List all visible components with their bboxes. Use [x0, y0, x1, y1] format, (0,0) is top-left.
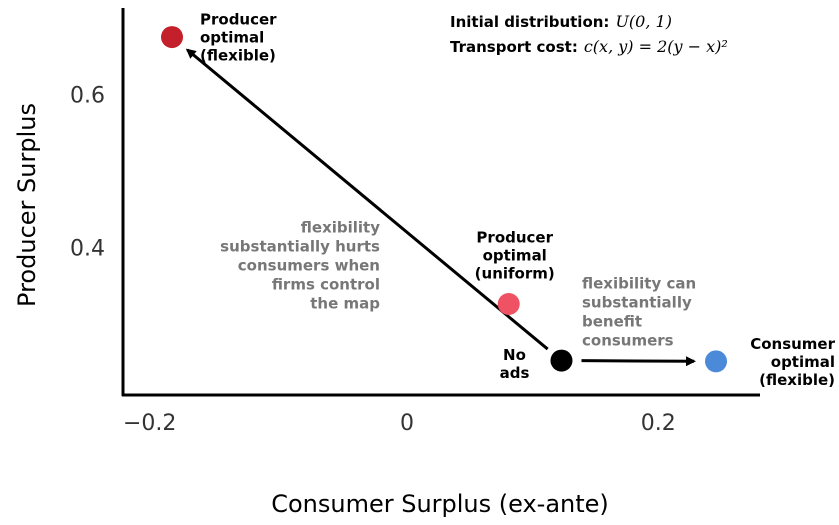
- point-label: (flexible): [200, 47, 276, 65]
- annotation: benefit: [582, 313, 642, 331]
- annotation: substantially: [582, 294, 692, 312]
- point: [497, 292, 520, 315]
- point-label: (uniform): [475, 264, 555, 282]
- info-text: Initial distribution: U(0, 1): [450, 12, 672, 31]
- point-label: (flexible): [759, 371, 835, 389]
- x-tick-label: 0: [400, 411, 414, 436]
- point-label: optimal: [483, 246, 547, 264]
- point-label: Consumer: [750, 335, 835, 353]
- annotation: flexibility can: [582, 275, 696, 293]
- point-label: optimal: [200, 29, 264, 47]
- y-axis-label: Producer Surplus: [13, 103, 41, 307]
- arrow: [185, 48, 549, 351]
- info-formula: U(0, 1): [615, 12, 672, 31]
- info-text: Transport cost: c(x, y) = 2(y − x)²: [450, 37, 728, 56]
- point-label: No: [503, 346, 526, 364]
- annotation: firms control: [272, 276, 380, 294]
- annotation: consumers: [582, 332, 674, 350]
- x-tick-label: 0.2: [641, 411, 676, 436]
- point: [550, 349, 573, 372]
- info-label: Transport cost:: [450, 38, 578, 56]
- annotation: flexibility: [301, 219, 380, 237]
- y-tick-label: 0.6: [70, 84, 105, 109]
- annotation: the map: [310, 295, 380, 313]
- point-label: ads: [500, 364, 530, 382]
- point: [705, 350, 728, 373]
- arrow: [581, 356, 697, 367]
- x-axis-label: Consumer Surplus (ex-ante): [271, 490, 609, 518]
- point: [161, 26, 183, 49]
- annotation: substantially hurts: [220, 238, 380, 256]
- point-label: Producer: [200, 11, 277, 29]
- y-tick-label: 0.4: [70, 237, 105, 262]
- point-label: Producer: [476, 228, 553, 246]
- point-label: optimal: [771, 353, 835, 371]
- info-formula: c(x, y) = 2(y − x)²: [584, 37, 728, 56]
- x-tick-label: −0.2: [123, 411, 176, 436]
- annotation: consumers when: [238, 257, 380, 275]
- info-label: Initial distribution:: [450, 13, 609, 31]
